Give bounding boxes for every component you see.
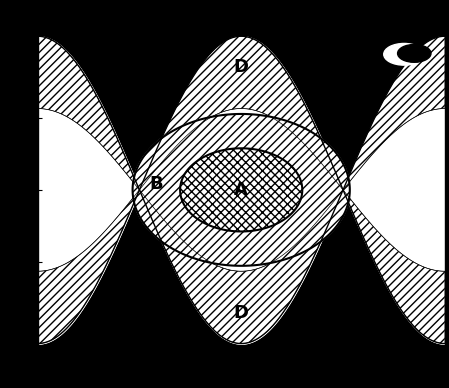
Y-axis label: Y: Y (0, 0, 10, 12)
Text: A: A (234, 181, 248, 199)
Text: D: D (233, 304, 249, 322)
Polygon shape (180, 148, 302, 232)
Text: C: C (58, 181, 71, 199)
X-axis label: X: X (235, 369, 247, 384)
Text: D: D (233, 58, 249, 76)
Text: B: B (150, 175, 163, 194)
Circle shape (398, 45, 431, 62)
Polygon shape (132, 114, 350, 266)
Polygon shape (132, 114, 350, 266)
Circle shape (384, 43, 424, 65)
